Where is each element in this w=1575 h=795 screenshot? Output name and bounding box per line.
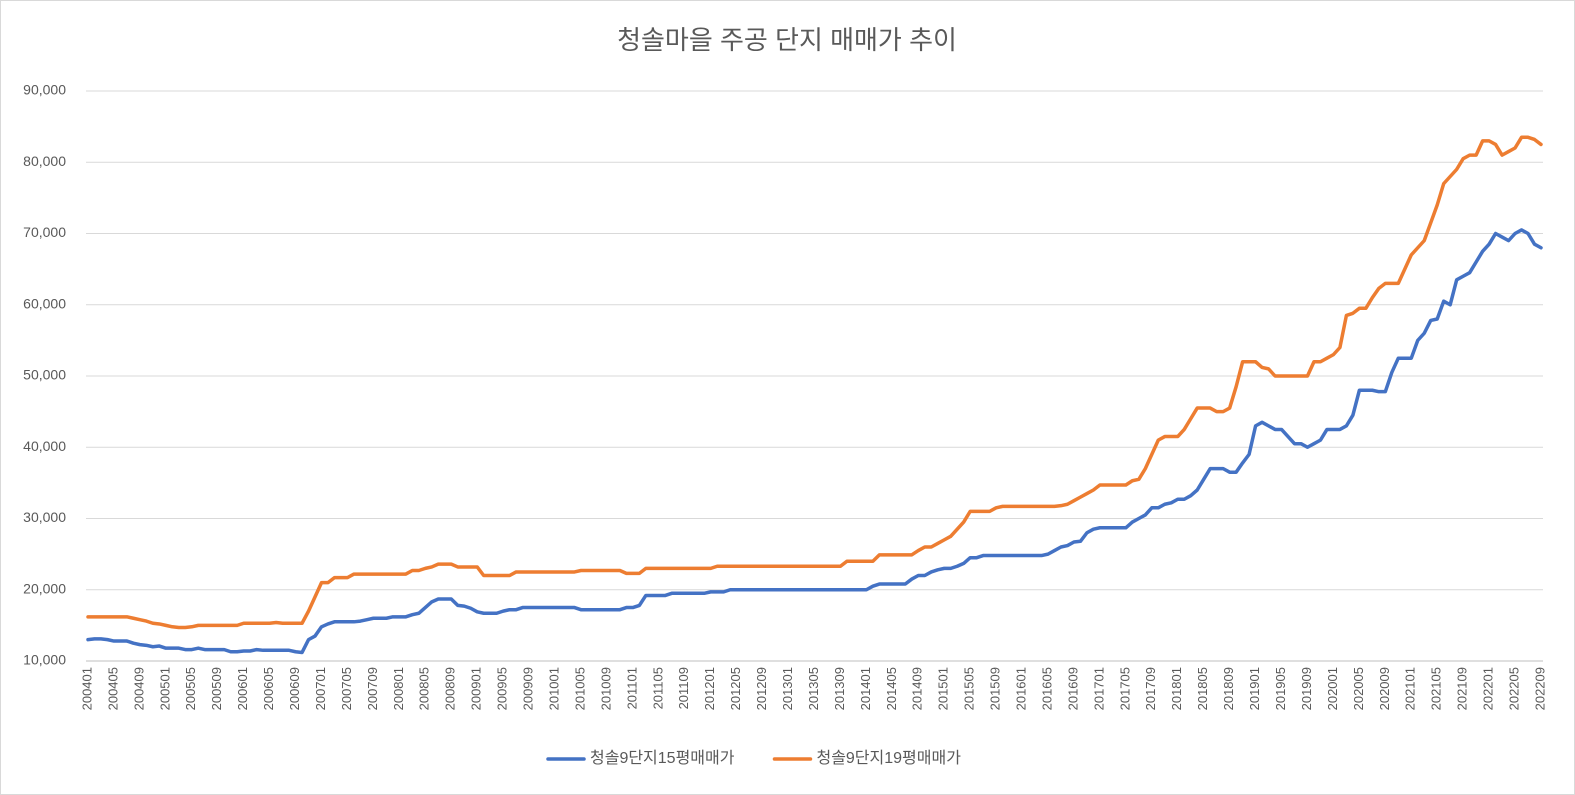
x-tick-label: 201605 bbox=[1039, 667, 1054, 710]
y-tick-label: 20,000 bbox=[23, 580, 66, 596]
x-tick-label: 201309 bbox=[832, 667, 847, 710]
x-tick-label: 201901 bbox=[1247, 667, 1262, 710]
x-tick-label: 201305 bbox=[806, 667, 821, 710]
x-tick-label: 201701 bbox=[1091, 667, 1106, 710]
y-tick-label: 90,000 bbox=[23, 82, 66, 98]
y-tick-label: 70,000 bbox=[23, 224, 66, 240]
x-tick-label: 200605 bbox=[261, 667, 276, 710]
y-tick-label: 80,000 bbox=[23, 153, 66, 169]
x-tick-label: 201301 bbox=[780, 667, 795, 710]
x-tick-label: 202005 bbox=[1351, 667, 1366, 710]
legend-label: 청솔9단지15평매매가 bbox=[590, 749, 735, 767]
x-tick-label: 200905 bbox=[495, 667, 510, 710]
x-tick-label: 201205 bbox=[728, 667, 743, 710]
x-tick-label: 201001 bbox=[546, 667, 561, 710]
x-tick-label: 201201 bbox=[702, 667, 717, 710]
x-tick-label: 201505 bbox=[962, 667, 977, 710]
x-tick-label: 201805 bbox=[1195, 667, 1210, 710]
x-tick-label: 202109 bbox=[1455, 667, 1470, 710]
x-tick-label: 201405 bbox=[884, 667, 899, 710]
chart-title: 청솔마을 주공 단지 매매가 추이 bbox=[617, 25, 957, 55]
x-tick-label: 201601 bbox=[1014, 667, 1029, 710]
x-tick-label: 200801 bbox=[391, 667, 406, 710]
x-tick-label: 201109 bbox=[676, 667, 691, 709]
x-tick-label: 201509 bbox=[988, 667, 1003, 710]
y-tick-label: 40,000 bbox=[23, 438, 66, 454]
series-line bbox=[86, 228, 1543, 655]
x-tick-label: 201801 bbox=[1169, 667, 1184, 710]
series-line bbox=[86, 135, 1543, 630]
x-tick-label: 200401 bbox=[79, 667, 94, 710]
x-tick-label: 200501 bbox=[157, 667, 172, 710]
x-tick-label: 201409 bbox=[910, 667, 925, 710]
x-tick-label: 201905 bbox=[1273, 667, 1288, 710]
x-tick-label: 200909 bbox=[521, 667, 536, 710]
x-tick-label: 200701 bbox=[313, 667, 328, 710]
x-tick-label: 200709 bbox=[365, 667, 380, 710]
x-tick-label: 201705 bbox=[1117, 667, 1132, 710]
x-tick-label: 200601 bbox=[235, 667, 250, 710]
x-tick-label: 200805 bbox=[417, 667, 432, 710]
x-tick-label: 200405 bbox=[105, 667, 120, 710]
x-tick-label: 201809 bbox=[1221, 667, 1236, 710]
x-tick-label: 201709 bbox=[1143, 667, 1158, 710]
x-tick-label: 201501 bbox=[936, 667, 951, 710]
x-tick-label: 200509 bbox=[209, 667, 224, 710]
x-tick-label: 200809 bbox=[443, 667, 458, 710]
x-tick-label: 201101 bbox=[624, 667, 639, 709]
x-tick-label: 200705 bbox=[339, 667, 354, 710]
y-tick-label: 10,000 bbox=[23, 652, 66, 668]
x-tick-label: 201005 bbox=[572, 667, 587, 710]
x-tick-label: 200901 bbox=[469, 667, 484, 710]
y-tick-label: 50,000 bbox=[23, 367, 66, 383]
x-tick-label: 202101 bbox=[1403, 667, 1418, 710]
legend-label: 청솔9단지19평매매가 bbox=[816, 749, 961, 767]
x-tick-label: 202001 bbox=[1325, 667, 1340, 710]
x-tick-label: 200409 bbox=[131, 667, 146, 710]
y-tick-label: 30,000 bbox=[23, 509, 66, 525]
x-tick-label: 201009 bbox=[598, 667, 613, 710]
x-tick-label: 201609 bbox=[1065, 667, 1080, 710]
y-tick-label: 60,000 bbox=[23, 295, 66, 311]
x-tick-label: 201105 bbox=[650, 667, 665, 709]
x-tick-label: 202209 bbox=[1532, 667, 1547, 710]
x-tick-label: 200505 bbox=[183, 667, 198, 710]
x-tick-label: 202201 bbox=[1481, 667, 1496, 710]
x-tick-label: 202205 bbox=[1506, 667, 1521, 710]
x-tick-label: 202009 bbox=[1377, 667, 1392, 710]
x-tick-label: 201209 bbox=[754, 667, 769, 710]
x-tick-label: 201909 bbox=[1299, 667, 1314, 710]
x-tick-label: 200609 bbox=[287, 667, 302, 710]
x-tick-label: 201401 bbox=[858, 667, 873, 710]
x-tick-label: 202105 bbox=[1429, 667, 1444, 710]
